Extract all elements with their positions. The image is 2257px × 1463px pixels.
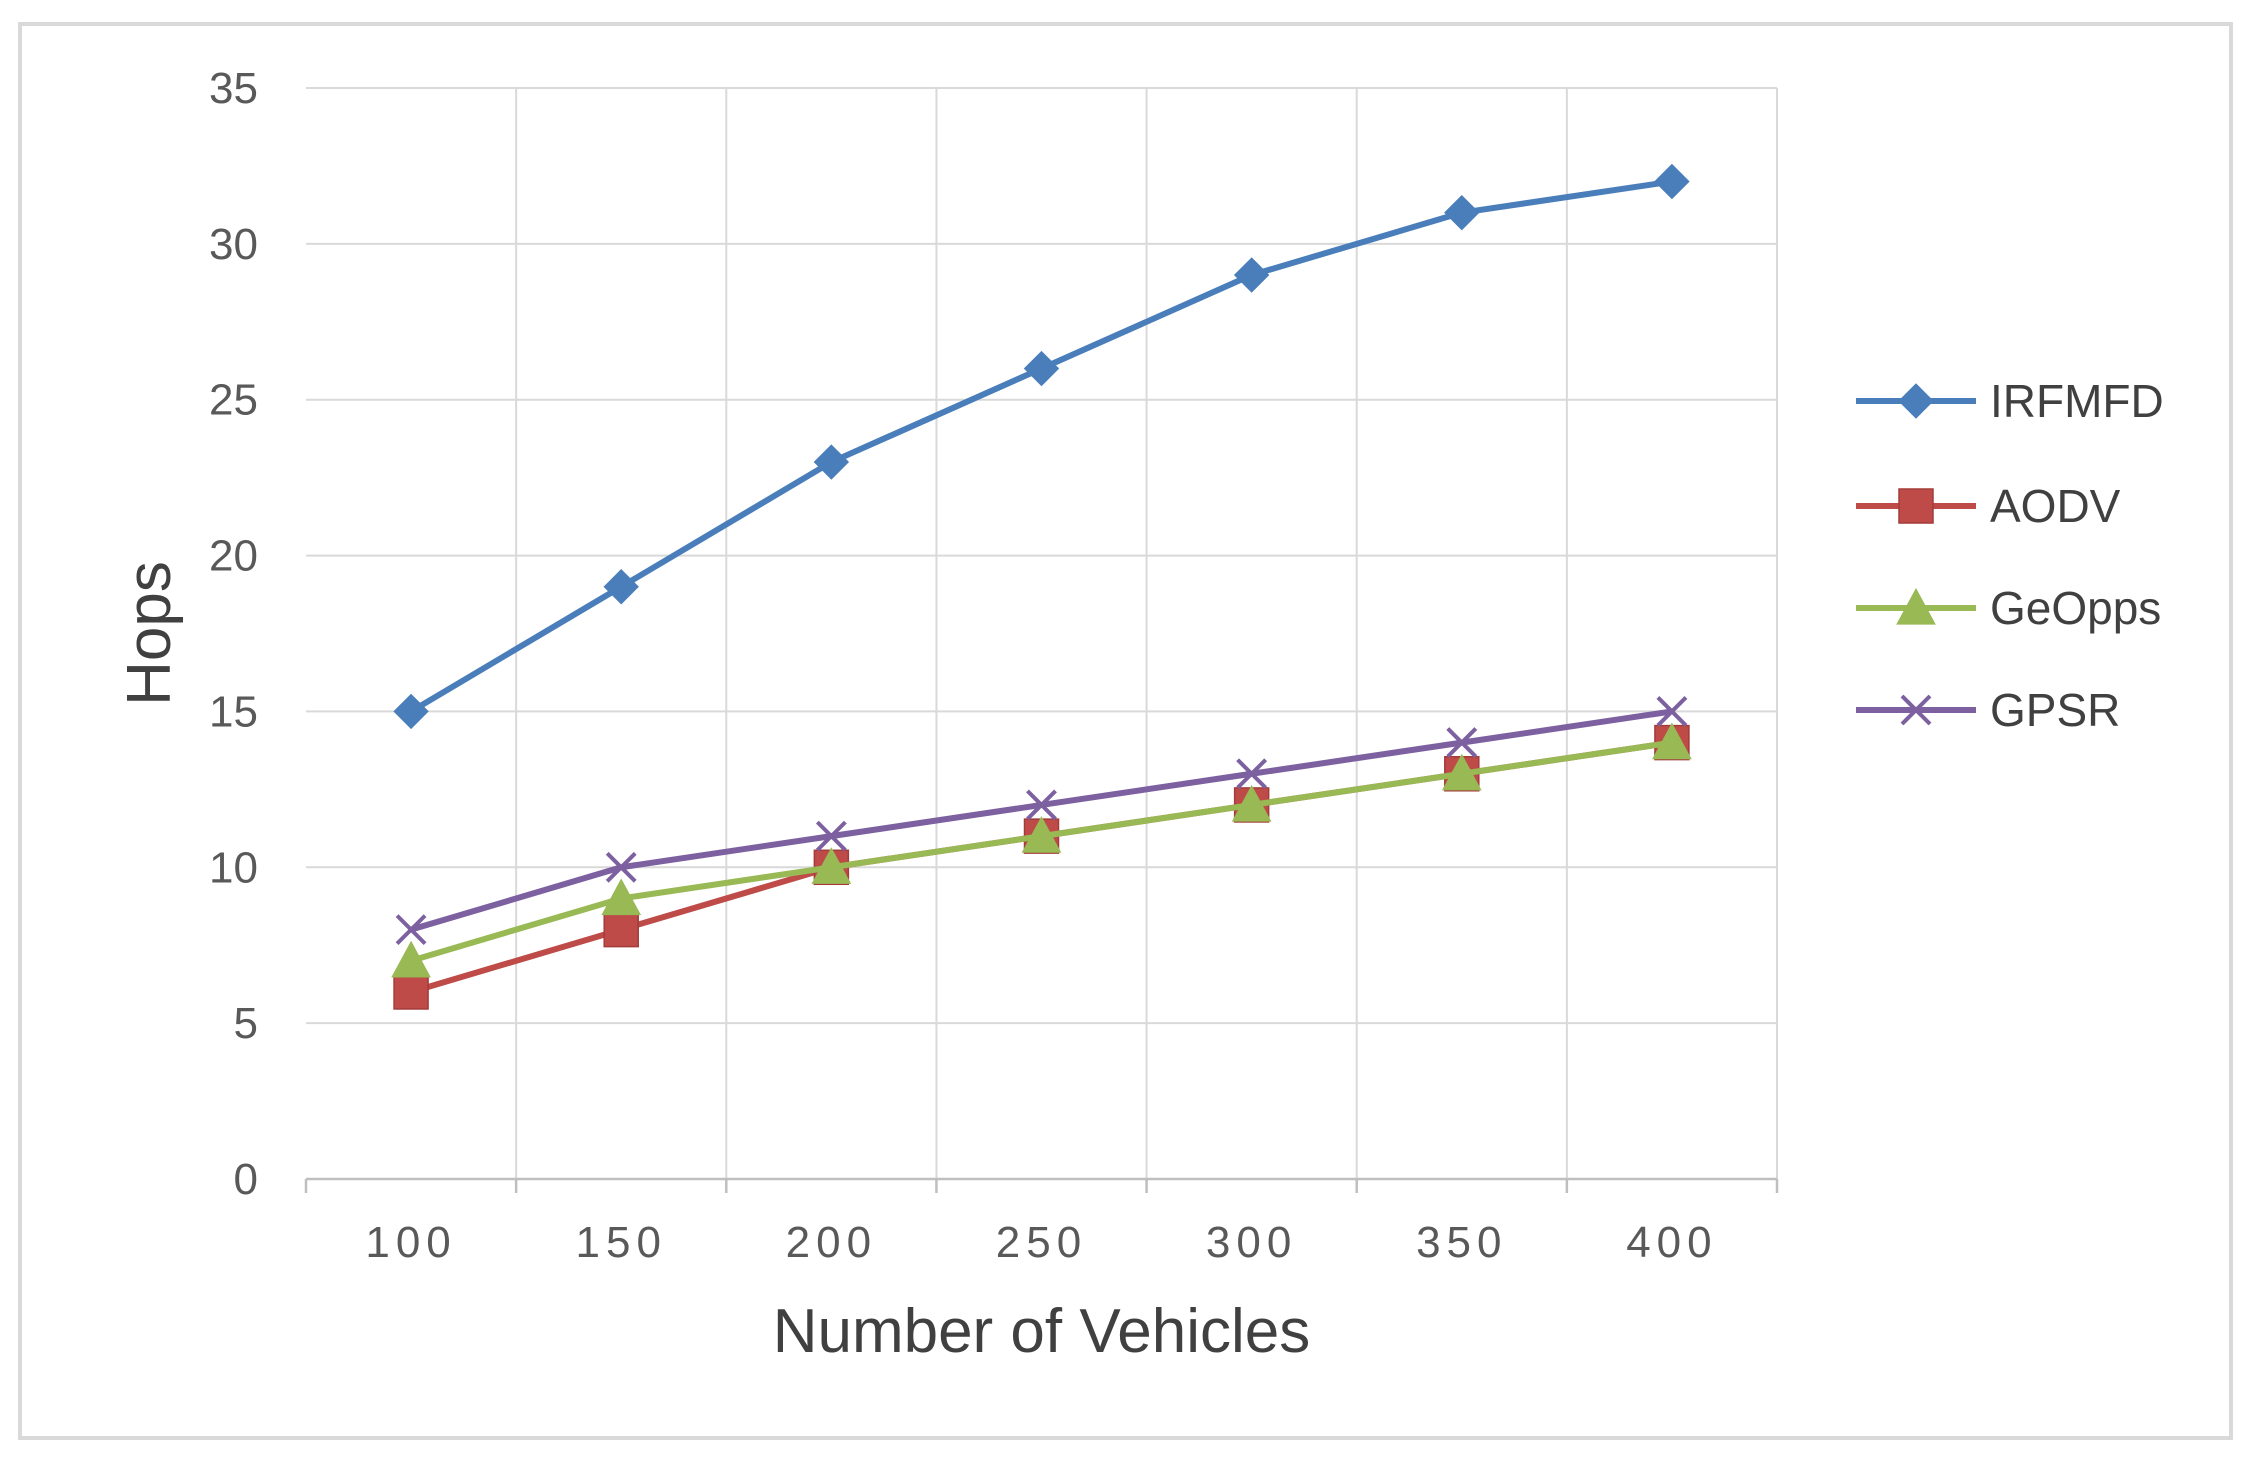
legend-item-gpsr: GPSR (1856, 684, 2120, 736)
data-point-irfmfd (1444, 194, 1480, 231)
y-axis-title: Hops (115, 561, 184, 706)
data-point-gpsr (395, 914, 427, 946)
data-point-geopps (391, 940, 431, 978)
y-tick-label: 10 (209, 843, 258, 892)
series-line-irfmfd (408, 178, 1675, 715)
axes: 0 5 10 15 20 25 30 35 100 150 200 250 300 350 400 (209, 64, 1779, 1267)
data-point-irfmfd (393, 693, 429, 730)
data-point-irfmfd (603, 569, 639, 605)
x-marker-stroke (605, 851, 637, 883)
legend-item-aodv: AODV (1856, 480, 2121, 532)
x-axis-title: Number of Vehicles (773, 1297, 1311, 1366)
data-point-geopps (811, 847, 852, 884)
x-tick-label: 250 (996, 1218, 1087, 1267)
legend-item-irfmfd: IRFMFD (1856, 375, 2164, 427)
legend-marker-irfmfd (1898, 383, 1934, 419)
legend-label-irfmfd: IRFMFD (1990, 375, 2164, 427)
y-tick-label: 20 (209, 532, 258, 581)
x-marker-stroke (1900, 694, 1932, 726)
y-tick-label: 25 (209, 376, 258, 425)
legend-label-gpsr: GPSR (1990, 684, 2120, 736)
data-point-geopps (1441, 753, 1482, 791)
legend: IRFMFD AODV GeOpps GPSR (1856, 375, 2164, 736)
y-tick-label: 35 (209, 64, 258, 113)
x-tick-label: 400 (1626, 1218, 1717, 1267)
series-group (391, 163, 1692, 1010)
data-point-geopps (1652, 722, 1692, 760)
y-tick-label: 5 (234, 999, 258, 1048)
series-gpsr (395, 696, 1688, 946)
x-tick-label: 200 (786, 1218, 877, 1267)
y-tick-label: 0 (234, 1155, 258, 1204)
y-tick-label: 30 (209, 220, 258, 269)
legend-marker-geopps (1896, 587, 1936, 625)
x-tick-label: 350 (1416, 1218, 1507, 1267)
chart-frame (18, 22, 2233, 1440)
x-tick-label: 300 (1206, 1218, 1297, 1267)
x-marker-stroke (1446, 727, 1478, 759)
y-tick-label: 15 (209, 687, 258, 736)
data-point-aodv (603, 911, 639, 948)
x-marker-stroke (1026, 789, 1057, 821)
series-irfmfd (393, 163, 1690, 730)
x-marker-stroke (1656, 696, 1688, 727)
legend-item-geopps: GeOpps (1856, 582, 2161, 634)
data-point-gpsr (605, 851, 637, 883)
data-point-gpsr (1656, 696, 1688, 727)
x-tick-label: 150 (576, 1218, 667, 1267)
x-marker-stroke (815, 820, 847, 852)
data-point-geopps (601, 878, 642, 916)
legend-marker-aodv (1898, 488, 1934, 524)
x-marker-stroke (395, 914, 427, 946)
x-tick-label: 100 (365, 1218, 456, 1267)
x-marker-stroke (1236, 758, 1268, 790)
data-point-geopps (1231, 784, 1272, 822)
data-point-aodv (393, 974, 429, 1010)
data-point-gpsr (1446, 727, 1478, 759)
data-point-irfmfd (1023, 350, 1060, 387)
data-point-irfmfd (1233, 257, 1270, 293)
series-geopps (391, 722, 1692, 978)
data-point-gpsr (1026, 789, 1057, 821)
data-point-geopps (1021, 816, 1062, 853)
legend-marker-gpsr (1900, 694, 1932, 726)
legend-label-aodv: AODV (1990, 480, 2121, 532)
data-point-irfmfd (1654, 163, 1690, 200)
legend-label-geopps: GeOpps (1990, 582, 2161, 634)
data-point-gpsr (1236, 758, 1268, 790)
data-point-irfmfd (813, 444, 850, 480)
grid (306, 87, 1778, 1179)
data-point-gpsr (815, 820, 847, 852)
